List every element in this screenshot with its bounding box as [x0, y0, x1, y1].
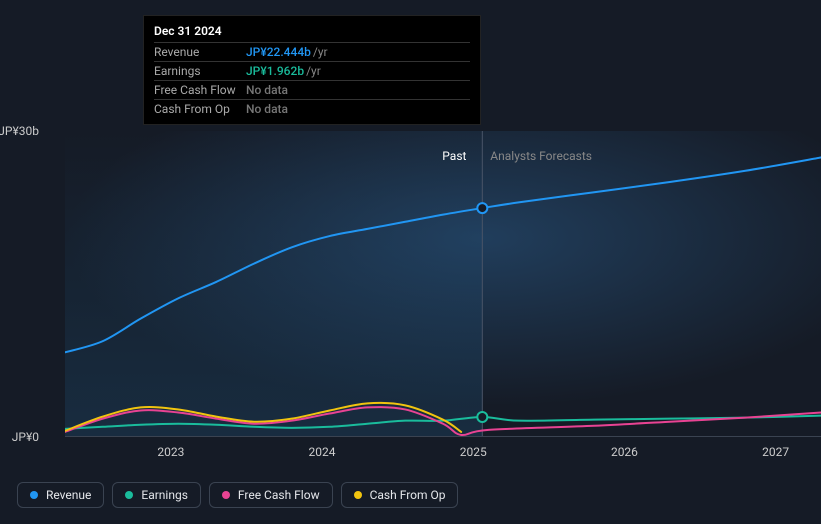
tooltip-row-label: Earnings	[154, 64, 246, 78]
legend-item-label: Free Cash Flow	[238, 488, 320, 502]
legend-dot-icon	[354, 491, 362, 499]
chart-legend: Revenue Earnings Free Cash Flow Cash From O…	[17, 482, 458, 508]
region-label-forecasts: Analysts Forecasts	[490, 149, 592, 163]
legend-item-fcf[interactable]: Free Cash Flow	[209, 482, 333, 508]
legend-dot-icon	[30, 491, 38, 499]
tooltip-row-value: No data	[246, 83, 288, 97]
legend-item-revenue[interactable]: Revenue	[17, 482, 104, 508]
forecast-chart: Past Analysts Forecasts JP¥30bJP¥0 20232…	[17, 0, 821, 524]
x-tick-label: 2023	[157, 445, 184, 459]
tooltip-row-label: Revenue	[154, 45, 246, 59]
x-tick-label: 2027	[762, 445, 789, 459]
legend-dot-icon	[222, 491, 230, 499]
legend-item-label: Revenue	[46, 488, 91, 502]
marker-revenue	[477, 203, 487, 213]
tooltip-row: RevenueJP¥22.444b /yr	[154, 42, 470, 61]
tooltip-row: Free Cash FlowNo data	[154, 80, 470, 99]
tooltip-row-label: Cash From Op	[154, 102, 246, 116]
tooltip-row: Cash From OpNo data	[154, 99, 470, 118]
tooltip-row-value: JP¥22.444b	[246, 45, 311, 59]
marker-earnings	[477, 412, 487, 422]
legend-item-label: Cash From Op	[370, 488, 446, 502]
x-tick-label: 2025	[460, 445, 487, 459]
tooltip-row-unit: /yr	[306, 64, 321, 78]
tooltip-row-value: JP¥1.962b	[246, 64, 304, 78]
legend-item-cfo[interactable]: Cash From Op	[341, 482, 459, 508]
legend-item-label: Earnings	[141, 488, 188, 502]
tooltip-row: EarningsJP¥1.962b /yr	[154, 61, 470, 80]
tooltip-row-value: No data	[246, 102, 288, 116]
chart-tooltip: Dec 31 2024 RevenueJP¥22.444b /yrEarning…	[143, 15, 481, 125]
plot-area[interactable]	[65, 131, 821, 437]
region-label-past: Past	[442, 149, 466, 163]
y-tick-label: JP¥0	[12, 430, 39, 444]
tooltip-date: Dec 31 2024	[154, 22, 470, 42]
x-tick-label: 2026	[611, 445, 638, 459]
x-tick-label: 2024	[309, 445, 336, 459]
y-tick-label: JP¥30b	[0, 124, 39, 138]
legend-item-earnings[interactable]: Earnings	[112, 482, 201, 508]
legend-dot-icon	[125, 491, 133, 499]
tooltip-row-label: Free Cash Flow	[154, 83, 246, 97]
tooltip-row-unit: /yr	[313, 45, 328, 59]
